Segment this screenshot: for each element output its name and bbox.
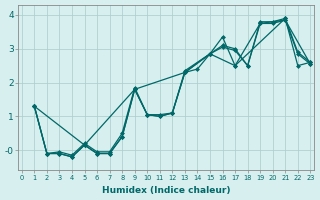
X-axis label: Humidex (Indice chaleur): Humidex (Indice chaleur) [102,186,230,195]
